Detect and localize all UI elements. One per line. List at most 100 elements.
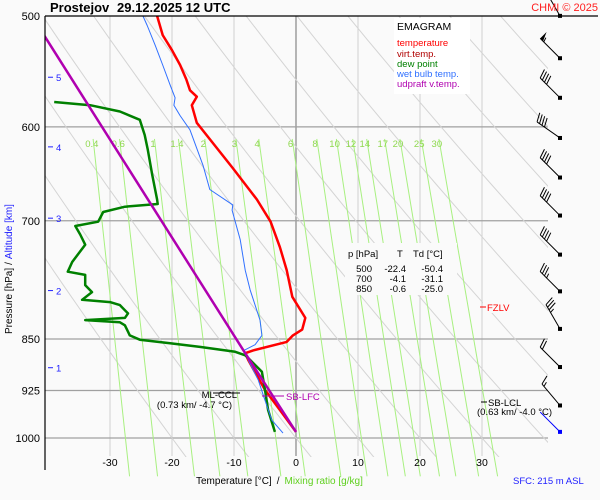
wind-barb-full [543, 73, 550, 83]
table-row: 700 -4.1 -31.1 [356, 274, 443, 285]
wind-barb-full [545, 297, 553, 305]
wind-barb-full [539, 226, 545, 236]
wind-barb-staff [545, 304, 561, 330]
wind-barb-full [543, 230, 550, 240]
mixing-ratio-label: 2 [201, 139, 206, 150]
sfc-label: SFC: 215 m ASL [513, 476, 584, 487]
wind-barb [539, 187, 562, 218]
mixing-ratio-line [92, 138, 131, 477]
dry-adiabat-line [245, 16, 548, 377]
table-row: 500 -22.4 -50.4 [356, 264, 443, 275]
wind-barb [541, 375, 562, 408]
wind-barb-full [541, 116, 546, 126]
mixing-ratio-label: 17 [377, 139, 388, 150]
wind-barb-staff [539, 157, 561, 178]
wind-barb [539, 149, 562, 180]
wind-barb-full [539, 114, 543, 124]
dry-adiabat-line [296, 16, 548, 312]
mixing-ratio-label: 10 [329, 139, 340, 150]
wind-barb-full [543, 117, 548, 128]
wind-barb-full [543, 191, 550, 201]
datetime: 29.12.2025 12 UTC [117, 0, 231, 15]
mixing-ratio-label: 8 [312, 139, 317, 150]
mixing-ratio-label: 30 [432, 139, 443, 150]
ml-ccl-detail: (0.73 km/ -4.7 °C) [157, 400, 232, 411]
wind-barb-half [543, 382, 547, 387]
mixing-ratio-label: 0.4 [85, 139, 98, 150]
table-cell: -22.4 [384, 264, 406, 275]
profiles [45, 16, 307, 434]
wind-barb-staff [539, 234, 561, 255]
wind-barb-station [558, 175, 562, 180]
mixing-ratio-line [258, 138, 306, 477]
wind-barb-full [541, 340, 548, 350]
table-cell: -25.0 [421, 284, 443, 295]
mixing-ratio-line [384, 138, 440, 477]
wind-barb-staff [541, 383, 561, 406]
pressure-tick-label: 1000 [16, 433, 40, 445]
wind-barb-staff [539, 411, 561, 433]
legend-wet-bulb: wet bulb temp. [396, 69, 459, 80]
x-tick-label: -20 [164, 457, 179, 469]
mixing-ratio-line [316, 138, 368, 477]
wind-barb-half [546, 273, 550, 279]
wind-barb-station [558, 429, 562, 434]
x-tick-label: -30 [102, 457, 117, 469]
dry-adiabats [45, 16, 548, 457]
wind-barb-full [548, 302, 556, 311]
wind-barb [539, 226, 562, 257]
legend: EMAGRAM temperature virt.temp. dew point… [394, 18, 470, 94]
table-cell: 850 [356, 284, 372, 295]
x-tick-label: 20 [414, 457, 426, 469]
mixing-ratio-label: 14 [360, 139, 371, 150]
mixing-ratio-line [119, 138, 159, 477]
wind-barb-staff [550, 0, 561, 17]
wind-barb-staff [539, 346, 561, 368]
values-table: p [hPa] T Td [°C] 500 -22.4 -50.4 700 -4… [345, 243, 457, 295]
wind-barb-full [539, 69, 545, 79]
copyright: CHMI © 2025 [531, 2, 598, 14]
wind-barb-full [541, 151, 548, 161]
x-tick-label: 10 [352, 457, 364, 469]
sb-lcl-detail: (0.63 km/ -4.0 °C) [477, 407, 552, 418]
wind-barb-full [546, 75, 552, 85]
mixing-ratio-label: 1.4 [170, 139, 183, 150]
mixing-ratio-line [153, 138, 195, 477]
x-tick-label: 0 [293, 457, 299, 469]
pressure-tick-label: 850 [22, 334, 40, 346]
dry-adiabat-line [45, 18, 375, 457]
legend-temperature: temperature [397, 38, 448, 49]
wind-barb-full [539, 338, 545, 348]
wind-barb [539, 411, 562, 434]
wind-barb-station [558, 213, 562, 218]
ml-ccl-label: ML-CCL [202, 390, 237, 401]
x-tick-label: -10 [226, 457, 241, 469]
altitude-tick-label: 3 [56, 214, 61, 225]
sb-lcl-label: SB-LCL [488, 398, 521, 409]
wind-barb-full [541, 189, 548, 199]
y-axis-title: Pressure [hPa]/Altitude [km] [4, 204, 15, 334]
table-cell: -50.4 [421, 264, 443, 275]
wind-barb-station [558, 289, 562, 294]
legend-virt-temp: virt.temp. [397, 49, 436, 60]
dry-adiabat-line [448, 16, 548, 128]
table-cell: -4.1 [390, 274, 406, 285]
wind-barb-full [546, 232, 552, 242]
mixing-ratio-label: 3 [232, 139, 237, 150]
wind-barb-station [558, 135, 562, 140]
altitude-tick-label: 1 [56, 364, 61, 375]
annotations: ML-CCL (0.73 km/ -4.7 °C) SB-LFC SB-LCL … [157, 301, 584, 487]
wind-barb-full [546, 155, 552, 165]
wind-barb-station [558, 326, 562, 331]
dry-adiabat-line [45, 257, 187, 457]
fzlv-label: FZLV [487, 303, 510, 314]
wind-barb-full [539, 262, 545, 272]
wind-barb-half [550, 308, 555, 313]
mixing-ratio-lines: 0.4 0.6 1 1.4 2 3 4 6 8 10 12 14 17 20 25 30 [85, 138, 499, 477]
wind-barb-staff [539, 271, 561, 292]
table-cell: 700 [356, 274, 372, 285]
table-cell: -31.1 [421, 274, 443, 285]
wind-barb-staff [539, 195, 561, 216]
